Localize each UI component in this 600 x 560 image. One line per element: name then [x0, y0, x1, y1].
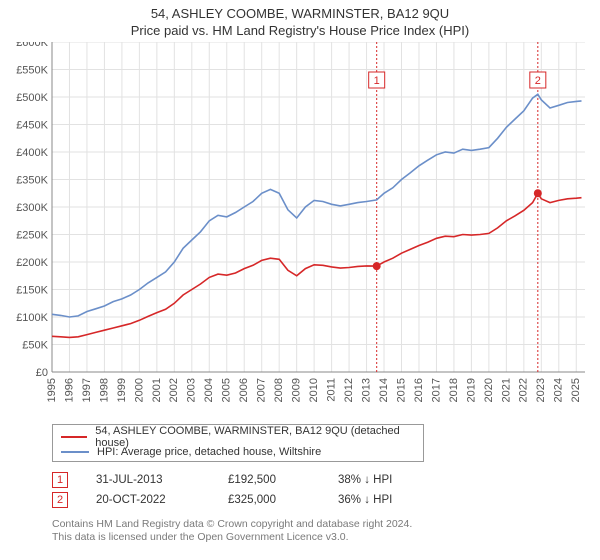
x-axis-label: 2000 [133, 378, 145, 402]
sales-price: £325,000 [228, 494, 338, 506]
legend-item: 54, ASHLEY COOMBE, WARMINSTER, BA12 9QU … [61, 429, 415, 444]
sales-diff: 38% ↓ HPI [338, 474, 448, 486]
sale-dot [373, 262, 381, 270]
x-axis-label: 2024 [553, 378, 565, 402]
y-axis-label: £150K [16, 285, 48, 297]
sale-dot [534, 189, 542, 197]
x-axis-label: 2016 [413, 378, 425, 402]
y-axis-label: £200K [16, 257, 48, 269]
footer-line-1: Contains HM Land Registry data © Crown c… [52, 518, 590, 531]
x-axis-label: 2003 [186, 378, 198, 402]
x-axis-label: 2002 [168, 378, 180, 402]
x-axis-label: 1997 [81, 378, 93, 402]
x-axis-label: 2013 [360, 378, 372, 402]
x-axis-label: 2010 [308, 378, 320, 402]
x-axis-label: 2004 [203, 378, 215, 402]
y-axis-label: £100K [16, 312, 48, 324]
y-axis-label: £0 [36, 367, 48, 379]
line-hpi [52, 94, 582, 317]
y-axis-label: £400K [16, 147, 48, 159]
x-axis-label: 2012 [343, 378, 355, 402]
legend-swatch [61, 451, 89, 453]
sale-marker-label: 2 [535, 75, 541, 87]
chart: £0 £50K £100K £150K £200K £250K £300K £350K £400… [10, 42, 590, 420]
x-axis-label: 2001 [151, 378, 163, 402]
sale-marker-label: 1 [374, 75, 380, 87]
sales-marker: 2 [52, 492, 68, 508]
x-axis-label: 2019 [465, 378, 477, 402]
legend-swatch [61, 436, 87, 438]
x-axis-label: 2022 [518, 378, 530, 402]
sales-date: 20-OCT-2022 [96, 494, 228, 506]
sales-table: 1 31-JUL-2013 £192,500 38% ↓ HPI 2 20-OC… [52, 470, 590, 510]
x-axis-label: 2017 [430, 378, 442, 402]
x-axis-label: 2015 [395, 378, 407, 402]
x-axis-label: 2011 [326, 378, 338, 402]
x-axis-label: 2014 [378, 378, 390, 402]
x-axis-label: 2023 [535, 378, 547, 402]
sales-date: 31-JUL-2013 [96, 474, 228, 486]
y-axis-label: £250K [16, 230, 48, 242]
title-line-1: 54, ASHLEY COOMBE, WARMINSTER, BA12 9QU [10, 6, 590, 21]
y-axis-label: £600K [16, 42, 48, 49]
sales-row: 2 20-OCT-2022 £325,000 36% ↓ HPI [52, 490, 590, 510]
sales-price: £192,500 [228, 474, 338, 486]
x-axis-label: 1995 [46, 378, 58, 402]
legend-label: HPI: Average price, detached house, Wilt… [97, 446, 321, 458]
y-axis-label: £350K [16, 175, 48, 187]
x-axis-label: 2025 [570, 378, 582, 402]
x-axis-label: 1998 [98, 378, 110, 402]
footer: Contains HM Land Registry data © Crown c… [52, 518, 590, 544]
x-axis-label: 2020 [483, 378, 495, 402]
line-price-paid [52, 193, 582, 337]
x-axis-label: 2008 [273, 378, 285, 402]
y-axis-label: £500K [16, 92, 48, 104]
x-axis-label: 1996 [63, 378, 75, 402]
x-axis-label: 2021 [500, 378, 512, 402]
legend: 54, ASHLEY COOMBE, WARMINSTER, BA12 9QU … [52, 424, 424, 462]
x-axis-label: 2007 [256, 378, 268, 402]
title-line-2: Price paid vs. HM Land Registry's House … [10, 23, 590, 38]
x-axis-label: 2005 [221, 378, 233, 402]
footer-line-2: This data is licensed under the Open Gov… [52, 531, 590, 544]
sales-row: 1 31-JUL-2013 £192,500 38% ↓ HPI [52, 470, 590, 490]
sales-diff: 36% ↓ HPI [338, 494, 448, 506]
sales-marker: 1 [52, 472, 68, 488]
y-axis-label: £300K [16, 202, 48, 214]
y-axis-label: £550K [16, 65, 48, 77]
x-axis-label: 2006 [238, 378, 250, 402]
y-axis-label: £450K [16, 120, 48, 132]
x-axis-label: 2018 [448, 378, 460, 402]
x-axis-label: 1999 [116, 378, 128, 402]
x-axis-label: 2009 [291, 378, 303, 402]
y-axis-label: £50K [22, 340, 48, 352]
